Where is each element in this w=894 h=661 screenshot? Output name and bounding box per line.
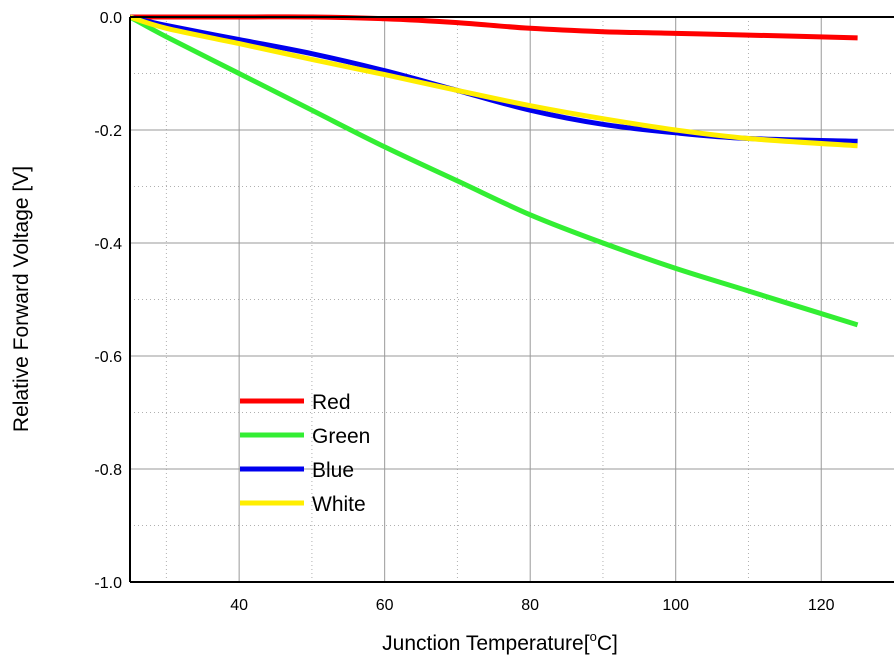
x-axis-label: Junction Temperature[oC] — [382, 629, 618, 655]
y-tick-label: -1.0 — [94, 575, 122, 592]
y-tick-label: -0.6 — [94, 349, 122, 366]
legend-label-green: Green — [312, 425, 370, 448]
series-line-white — [129, 14, 858, 149]
y-axis-label: Relative Forward Voltage [V] — [10, 166, 33, 432]
x-tick-label: 120 — [808, 597, 835, 614]
minor-grid — [130, 17, 894, 582]
legend: Red Green Blue White — [240, 391, 370, 516]
x-tick-labels: 40 60 80 100 120 — [230, 597, 834, 614]
x-tick-label: 80 — [521, 597, 539, 614]
axes — [129, 16, 894, 583]
x-axis-label-main: Junction Temperature[ — [382, 632, 590, 655]
y-tick-label: -0.2 — [94, 123, 122, 140]
legend-label-blue: Blue — [312, 459, 354, 482]
legend-label-white: White — [312, 493, 366, 516]
y-tick-label: -0.4 — [94, 236, 122, 253]
x-tick-label: 40 — [230, 597, 248, 614]
y-tick-label: 0.0 — [100, 10, 122, 27]
y-tick-label: -0.8 — [94, 462, 122, 479]
y-tick-labels: 0.0 -0.2 -0.4 -0.6 -0.8 -1.0 — [94, 10, 122, 592]
series-line-green — [128, 14, 859, 328]
x-tick-label: 100 — [662, 597, 689, 614]
legend-label-red: Red — [312, 391, 351, 414]
x-axis-label-degree: o — [590, 629, 597, 644]
x-tick-label: 60 — [376, 597, 394, 614]
x-axis-label-unit: C] — [597, 632, 618, 655]
